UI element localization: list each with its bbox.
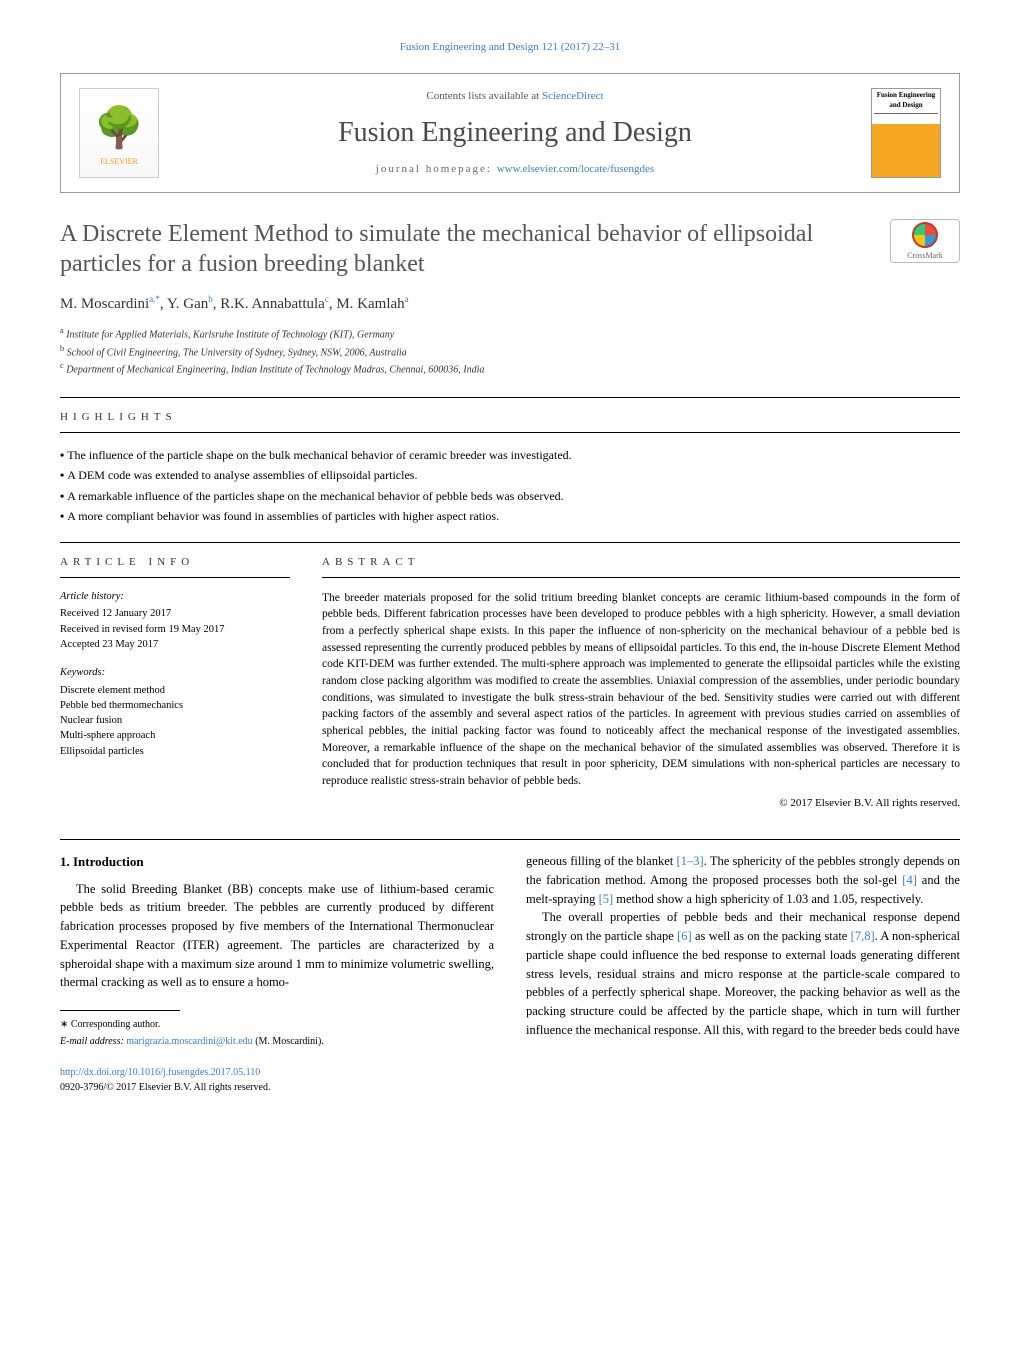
article-info-column: article info Article history: Received 1… [60,555,290,811]
highlight-item: A DEM code was extended to analyse assem… [60,465,960,485]
sciencedirect-link[interactable]: ScienceDirect [542,90,604,102]
body-column-right: geneous filling of the blanket [1–3]. Th… [526,852,960,1095]
received-line: Received 12 January 2017 [60,606,290,621]
info-abstract-row: article info Article history: Received 1… [60,555,960,811]
ref-link[interactable]: [6] [677,929,692,943]
paper-title: A Discrete Element Method to simulate th… [60,219,874,279]
homepage-prefix: journal homepage: [376,163,497,175]
email-suffix: (M. Moscardini). [253,1036,324,1047]
copyright-line: © 2017 Elsevier B.V. All rights reserved… [322,796,960,811]
text: as well as on the packing state [692,929,851,943]
keyword-item: Pebble bed thermomechanics [60,698,290,713]
journal-name: Fusion Engineering and Design [159,113,871,152]
body-columns: 1. Introduction The solid Breeding Blank… [60,852,960,1095]
affiliations: a Institute for Applied Materials, Karls… [60,325,960,377]
keyword-item: Nuclear fusion [60,713,290,728]
crossmark-icon [912,222,938,248]
text: geneous filling of the blanket [526,854,677,868]
keyword-item: Ellipsoidal particles [60,744,290,759]
elsevier-logo: 🌳 ELSEVIER [79,88,159,178]
homepage-link[interactable]: www.elsevier.com/locate/fusengdes [497,163,655,175]
keywords-heading: Keywords: [60,666,290,681]
cover-title: Fusion Engineering and Design [874,91,938,114]
article-info-label: article info [60,555,290,570]
corresponding-author: ∗ Corresponding author. [60,1017,494,1032]
rule [60,432,960,433]
keyword-item: Multi-sphere approach [60,728,290,743]
ref-link[interactable]: [4] [902,873,917,887]
intro-heading: 1. Introduction [60,852,494,872]
contents-available-line: Contents lists available at ScienceDirec… [159,89,871,104]
email-line: E-mail address: marigrazia.moscardini@ki… [60,1034,494,1049]
intro-paragraph-1: The solid Breeding Blanket (BB) concepts… [60,880,494,993]
abstract-label: abstract [322,555,960,570]
ref-link[interactable]: [5] [599,892,614,906]
rule [60,577,290,578]
highlight-item: A remarkable influence of the particles … [60,486,960,506]
journal-cover-thumbnail: Fusion Engineering and Design [871,88,941,178]
intro-paragraph-2: geneous filling of the blanket [1–3]. Th… [526,852,960,908]
elsevier-label: ELSEVIER [94,156,144,167]
highlights-label: highlights [60,410,960,425]
intro-paragraph-3: The overall properties of pebble beds an… [526,908,960,1039]
crossmark-label: CrossMark [907,250,943,261]
keyword-item: Discrete element method [60,683,290,698]
footnote-rule [60,1010,180,1011]
history-heading: Article history: [60,590,290,605]
issn-line: 0920-3796/© 2017 Elsevier B.V. All right… [60,1082,270,1093]
highlight-item: The influence of the particle shape on t… [60,445,960,465]
highlights-list: The influence of the particle shape on t… [60,445,960,527]
body-column-left: 1. Introduction The solid Breeding Blank… [60,852,494,1095]
abstract-text: The breeder materials proposed for the s… [322,590,960,790]
rule [60,542,960,543]
text: method show a high sphericity of 1.03 an… [613,892,923,906]
accepted-line: Accepted 23 May 2017 [60,637,290,652]
article-history: Article history: Received 12 January 201… [60,590,290,652]
header-center: Contents lists available at ScienceDirec… [159,89,871,177]
highlight-item: A more compliant behavior was found in a… [60,506,960,526]
email-link[interactable]: marigrazia.moscardini@kit.edu [126,1036,252,1047]
contents-prefix: Contents lists available at [426,90,541,102]
doi-link[interactable]: http://dx.doi.org/10.1016/j.fusengdes.20… [60,1067,260,1078]
abstract-column: abstract The breeder materials proposed … [322,555,960,811]
revised-line: Received in revised form 19 May 2017 [60,622,290,637]
homepage-line: journal homepage: www.elsevier.com/locat… [159,162,871,177]
authors-line: M. Moscardinia,*, Y. Ganb, R.K. Annabatt… [60,293,960,315]
crossmark-badge[interactable]: CrossMark [890,219,960,263]
doi-block: http://dx.doi.org/10.1016/j.fusengdes.20… [60,1065,494,1095]
rule [322,577,960,578]
ref-link[interactable]: [7,8] [851,929,875,943]
text: . A non-spherical particle shape could i… [526,929,960,1037]
email-label: E-mail address: [60,1036,126,1047]
keywords-block: Keywords: Discrete element methodPebble … [60,666,290,759]
running-header: Fusion Engineering and Design 121 (2017)… [60,40,960,55]
title-row: A Discrete Element Method to simulate th… [60,219,960,279]
elsevier-tree-icon: 🌳 [94,100,144,156]
rule [60,839,960,840]
journal-header: 🌳 ELSEVIER Contents lists available at S… [60,73,960,193]
rule [60,397,960,398]
ref-link[interactable]: [1–3] [677,854,704,868]
